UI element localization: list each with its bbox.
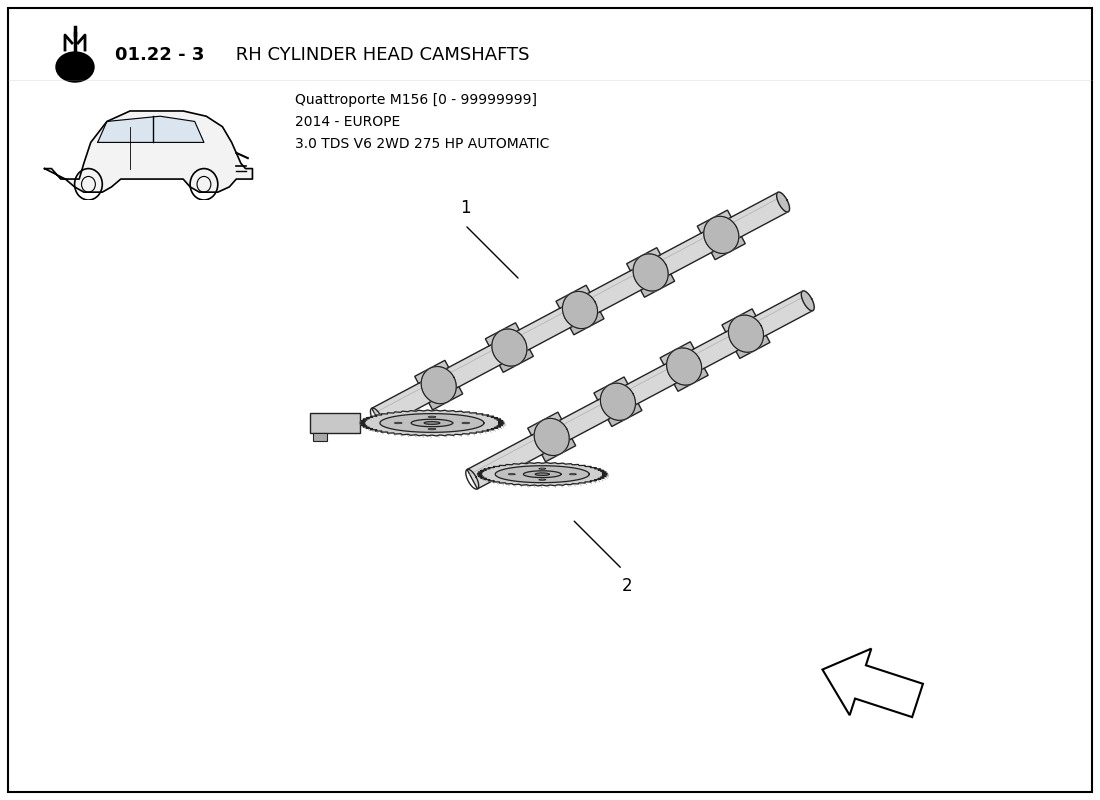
Polygon shape [640, 274, 674, 298]
Polygon shape [722, 309, 756, 332]
Polygon shape [312, 433, 327, 441]
Polygon shape [379, 414, 484, 432]
Polygon shape [485, 322, 519, 346]
Polygon shape [823, 649, 923, 717]
Polygon shape [608, 403, 642, 426]
Polygon shape [524, 471, 561, 478]
Polygon shape [627, 248, 661, 270]
Polygon shape [697, 210, 732, 234]
Polygon shape [594, 377, 628, 400]
Polygon shape [421, 366, 456, 404]
Polygon shape [360, 410, 504, 436]
Polygon shape [667, 348, 702, 385]
Ellipse shape [56, 52, 94, 82]
Polygon shape [495, 466, 590, 482]
Polygon shape [704, 216, 739, 254]
Polygon shape [462, 422, 470, 424]
Text: 2014 - EUROPE: 2014 - EUROPE [295, 115, 400, 129]
Polygon shape [499, 350, 534, 372]
Polygon shape [556, 285, 590, 308]
Polygon shape [736, 335, 770, 358]
Polygon shape [536, 473, 549, 475]
Polygon shape [712, 237, 746, 260]
Polygon shape [674, 368, 708, 391]
Polygon shape [562, 291, 597, 329]
Text: 2: 2 [621, 577, 632, 595]
Polygon shape [44, 111, 253, 192]
Polygon shape [601, 383, 636, 420]
Polygon shape [539, 479, 546, 480]
Polygon shape [477, 462, 607, 486]
Text: 01.22 - 3: 01.22 - 3 [116, 46, 205, 64]
Polygon shape [660, 342, 694, 365]
Polygon shape [542, 438, 575, 462]
Text: 3.0 TDS V6 2WD 275 HP AUTOMATIC: 3.0 TDS V6 2WD 275 HP AUTOMATIC [295, 137, 549, 151]
Polygon shape [429, 386, 463, 410]
Polygon shape [468, 291, 813, 489]
Text: Quattroporte M156 [0 - 99999999]: Quattroporte M156 [0 - 99999999] [295, 93, 537, 107]
Polygon shape [801, 291, 814, 310]
Polygon shape [539, 468, 546, 470]
Polygon shape [728, 315, 763, 352]
Polygon shape [395, 422, 402, 424]
Polygon shape [415, 360, 449, 383]
Polygon shape [425, 422, 440, 424]
Polygon shape [428, 429, 436, 430]
Polygon shape [372, 192, 789, 428]
Polygon shape [535, 418, 569, 455]
Polygon shape [528, 412, 562, 435]
Polygon shape [634, 254, 668, 291]
Polygon shape [570, 312, 604, 335]
Polygon shape [777, 192, 790, 212]
Polygon shape [428, 416, 436, 418]
Polygon shape [310, 413, 360, 433]
Polygon shape [98, 116, 204, 142]
Text: RH CYLINDER HEAD CAMSHAFTS: RH CYLINDER HEAD CAMSHAFTS [230, 46, 529, 64]
Text: 1: 1 [460, 199, 471, 217]
Polygon shape [411, 419, 453, 426]
Polygon shape [492, 329, 527, 366]
